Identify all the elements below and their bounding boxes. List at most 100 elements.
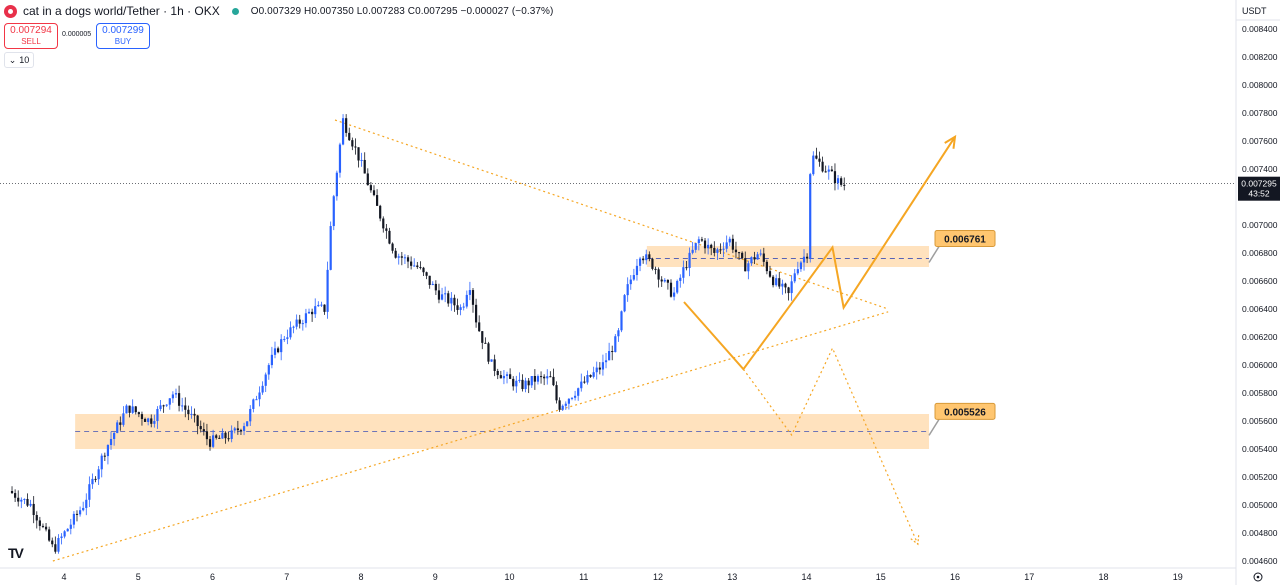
ohlc-values: O0.007329 H0.007350 L0.007283 C0.007295 …: [250, 5, 554, 17]
candle-body: [629, 279, 632, 285]
candle-body: [762, 253, 765, 262]
x-tick-label: 12: [653, 572, 663, 582]
candle-body: [264, 374, 267, 386]
candle-body: [276, 348, 280, 353]
candle-body: [35, 515, 38, 521]
candle-body: [224, 432, 227, 439]
candle-body: [311, 311, 314, 315]
candle-body: [833, 171, 837, 184]
candle-body: [453, 297, 456, 306]
candle-body: [781, 283, 784, 287]
candle-body: [66, 528, 69, 532]
buy-button[interactable]: 0.007299 BUY: [96, 23, 150, 49]
projection-path: [683, 136, 956, 371]
y-tick-label: 0.008200: [1242, 52, 1278, 62]
candle-body: [252, 399, 255, 409]
candle-body: [775, 278, 778, 286]
candle-body: [385, 228, 388, 231]
candle-body: [790, 281, 793, 294]
candle-body: [771, 276, 775, 286]
candle-body: [447, 293, 450, 304]
candle-body: [131, 406, 134, 413]
candle-body: [539, 376, 543, 378]
sell-button[interactable]: 0.007294 SELL: [4, 23, 58, 49]
candle-body: [468, 290, 471, 295]
candle-body: [555, 385, 558, 401]
zone-label-box: [934, 229, 996, 247]
candle-body: [645, 254, 648, 261]
candle-body: [162, 405, 165, 407]
candle-body: [26, 498, 29, 506]
candle-body: [72, 513, 75, 525]
candle-body: [632, 275, 635, 280]
sell-label: SELL: [21, 37, 41, 46]
candle-body: [614, 336, 617, 353]
candle-body: [750, 257, 753, 264]
candle-body: [527, 380, 530, 386]
candle-body: [493, 359, 496, 371]
candle-body: [481, 331, 484, 343]
candle-body: [301, 323, 304, 325]
candle-body: [323, 304, 326, 312]
candle-body: [63, 531, 66, 537]
candle-body: [10, 491, 14, 494]
candle-body: [177, 393, 181, 406]
y-tick-label: 0.007400: [1242, 164, 1278, 174]
candle-body: [116, 422, 119, 434]
candle-body: [267, 365, 270, 375]
candle-body: [710, 244, 713, 248]
candle-body: [731, 238, 734, 250]
candle-body: [106, 444, 110, 457]
candle-body: [168, 398, 171, 405]
candle-body: [694, 243, 697, 250]
candle-body: [509, 374, 512, 379]
candle-body: [202, 429, 205, 432]
candle-body: [320, 304, 323, 306]
candle-body: [570, 397, 574, 399]
label-pointer: [928, 418, 940, 436]
y-tick-label: 0.005200: [1242, 472, 1278, 482]
candle-body: [44, 526, 48, 530]
candle-body: [304, 313, 308, 324]
candle-body: [230, 430, 233, 439]
chevron-down-icon: ⌄: [8, 54, 17, 65]
candle-body: [295, 319, 298, 327]
candle-body: [14, 493, 17, 498]
candle-body: [700, 239, 704, 241]
symbol-title[interactable]: cat in a dogs world/Tether · 1h · OKX: [23, 4, 220, 18]
candle-body: [573, 395, 577, 398]
candle-body: [255, 399, 258, 401]
candle-body: [543, 376, 546, 379]
candle-body: [32, 503, 35, 516]
candle-body: [802, 256, 806, 263]
candle-body: [840, 178, 843, 185]
tradingview-logo-icon[interactable]: TV: [8, 545, 24, 561]
candle-body: [741, 252, 744, 259]
candle-body: [703, 240, 707, 249]
candle-body: [280, 339, 283, 353]
candle-body: [109, 438, 113, 445]
candle-body: [156, 408, 159, 422]
candle-body: [611, 351, 614, 353]
volume-indicator-toggle[interactable]: ⌄ 10: [4, 52, 34, 68]
candle-body: [366, 173, 369, 186]
candle-body: [357, 147, 360, 161]
candle-body: [524, 380, 527, 390]
candle-body: [799, 262, 803, 270]
candle-body: [184, 405, 187, 410]
candle-body: [286, 337, 289, 339]
candle-body: [567, 398, 570, 404]
candle-body: [818, 158, 821, 162]
candle-body: [332, 196, 335, 227]
candle-body: [413, 265, 416, 267]
x-tick-label: 5: [136, 572, 141, 582]
candle-body: [586, 374, 589, 383]
candle-body: [669, 282, 673, 297]
candle-body: [249, 408, 252, 422]
candle-body: [372, 190, 376, 196]
candle-body: [577, 388, 580, 396]
trendline: [52, 311, 889, 562]
candle-body: [416, 265, 419, 268]
candle-body: [97, 469, 100, 480]
